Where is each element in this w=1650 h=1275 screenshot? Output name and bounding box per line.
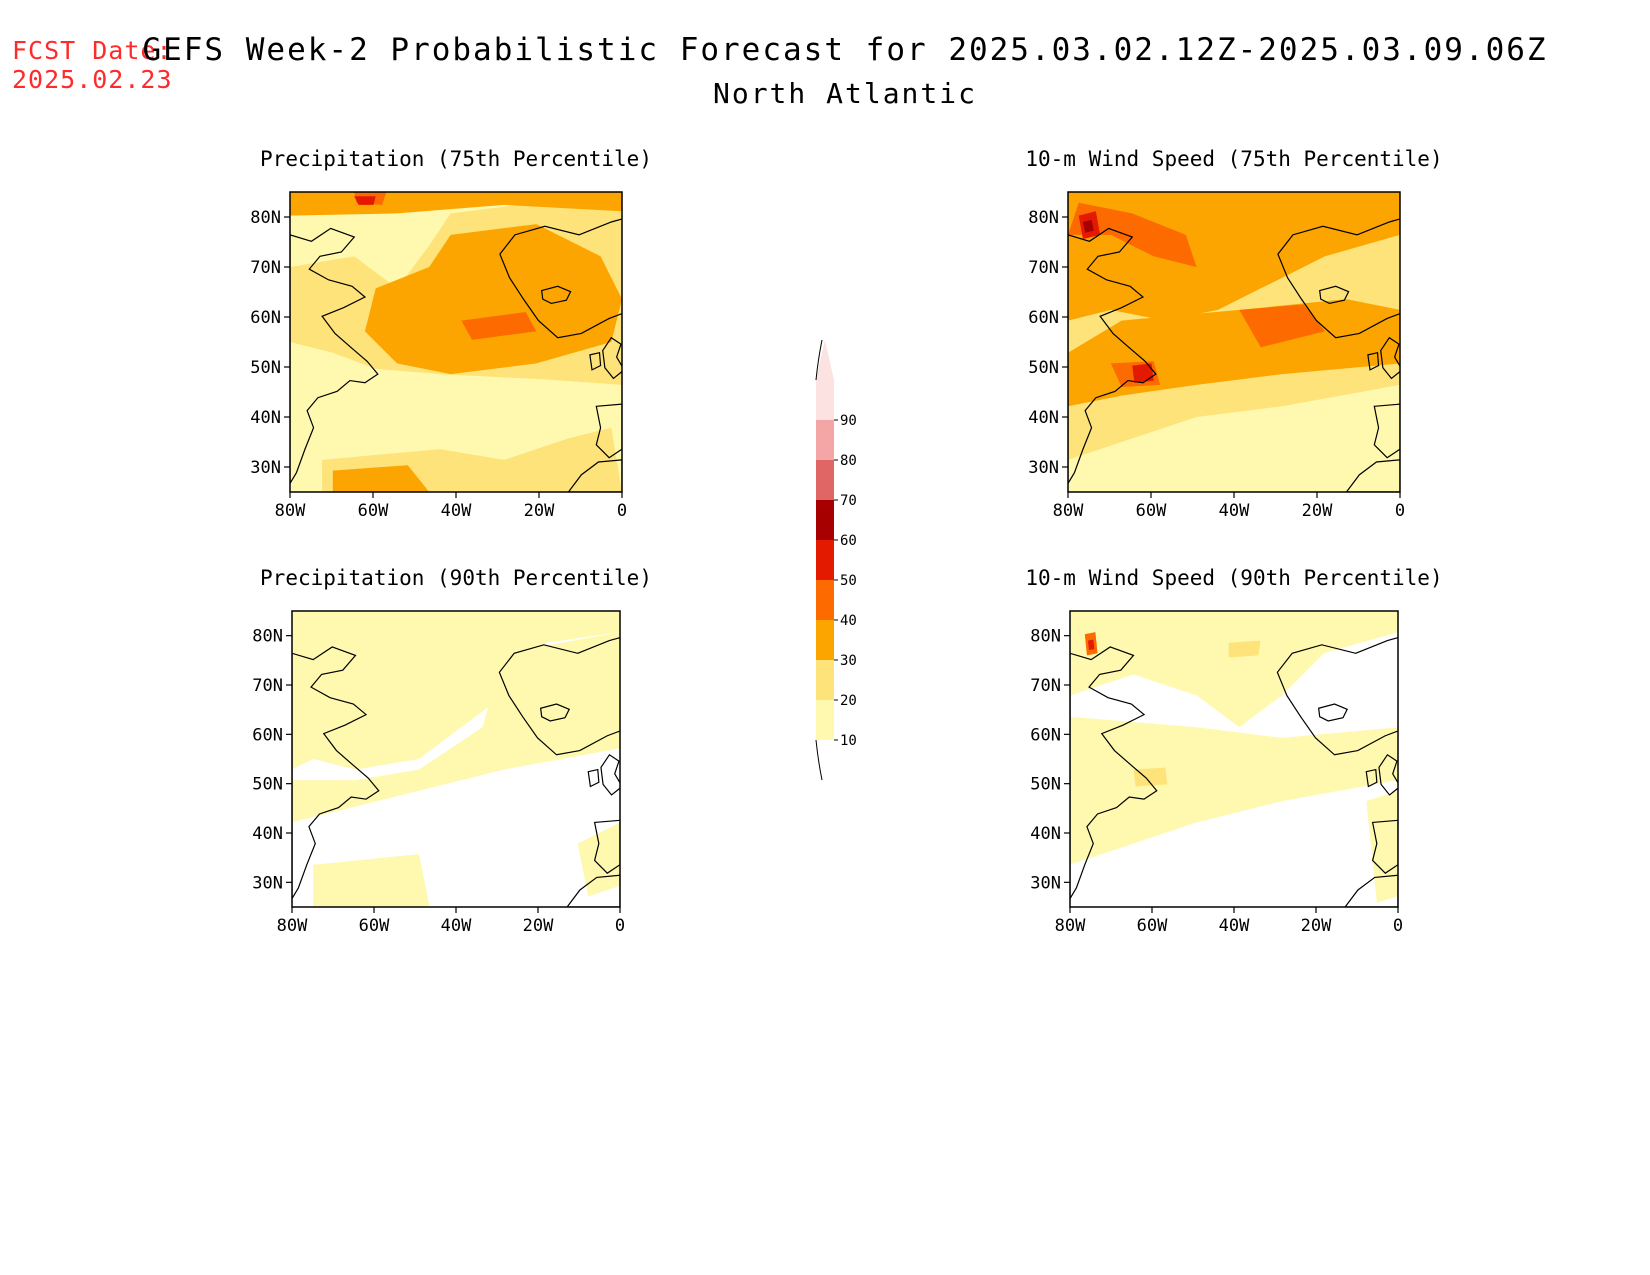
lat-tick-label: 80N: [1028, 208, 1059, 228]
lon-tick-label: 80W: [1053, 501, 1084, 521]
colorbar-label: 60: [840, 533, 857, 549]
colorbar-label: 50: [840, 573, 857, 589]
lat-tick-label: 80N: [1030, 627, 1061, 647]
colorbar-segment: [816, 540, 834, 580]
lon-tick-label: 40W: [1219, 501, 1250, 521]
lon-tick-label: 20W: [524, 501, 555, 521]
probability-shading: [290, 192, 622, 492]
lat-tick-label: 80N: [250, 208, 281, 228]
forecast-date-value: 2025.02.23: [12, 65, 173, 94]
colorbar-label: 10: [840, 733, 857, 749]
colorbar: 10 20 30 40 50 60 70 80 90: [815, 339, 857, 781]
colorbar-segment: [816, 660, 834, 700]
lat-tick-label: 60N: [252, 725, 283, 745]
lat-tick-label: 60N: [1028, 308, 1059, 328]
lat-tick-label: 70N: [1028, 258, 1059, 278]
lat-tick-label: 30N: [250, 458, 281, 478]
colorbar-segment: [816, 500, 834, 540]
lon-tick-label: 0: [1395, 501, 1405, 521]
probability-shading: [1068, 192, 1400, 492]
lat-tick-label: 40N: [1028, 408, 1059, 428]
lat-tick-label: 30N: [252, 873, 283, 893]
map-panel-precip75: Precipitation (75th Percentile) 80N 70N 60N…: [250, 147, 652, 521]
lat-tick-label: 70N: [1030, 676, 1061, 696]
lat-tick-label: 30N: [1028, 458, 1059, 478]
lon-tick-label: 60W: [1137, 916, 1168, 936]
lon-tick-label: 80W: [1055, 916, 1086, 936]
lon-tick-label: 0: [615, 916, 625, 936]
lat-tick-label: 80N: [252, 627, 283, 647]
panel-title: 10-m Wind Speed (75th Percentile): [1025, 147, 1442, 171]
lat-tick-label: 70N: [252, 676, 283, 696]
colorbar-segment: [816, 620, 834, 660]
lon-tick-label: 60W: [1136, 501, 1167, 521]
probability-shading: [292, 611, 620, 907]
lat-tick-label: 30N: [1030, 873, 1061, 893]
lat-tick-label: 50N: [250, 358, 281, 378]
panel-title: 10-m Wind Speed (90th Percentile): [1025, 566, 1442, 590]
map-panel-wind90: 10-m Wind Speed (90th Percentile) 80N 70N 6…: [1025, 566, 1442, 936]
lon-tick-label: 60W: [358, 501, 389, 521]
lon-tick-label: 0: [1393, 916, 1403, 936]
region-subtitle: North Atlantic: [712, 77, 977, 110]
colorbar-segment: [816, 420, 834, 460]
lon-tick-label: 40W: [441, 501, 472, 521]
panel-title: Precipitation (90th Percentile): [260, 566, 652, 590]
colorbar-segment: [816, 580, 834, 620]
lon-tick-label: 40W: [441, 916, 472, 936]
map-panel-precip90: Precipitation (90th Percentile) 80N 70N 60N…: [252, 566, 652, 936]
lon-tick-label: 60W: [359, 916, 390, 936]
lat-tick-label: 40N: [250, 408, 281, 428]
lat-tick-label: 60N: [1030, 725, 1061, 745]
colorbar-label: 40: [840, 613, 857, 629]
panel-title: Precipitation (75th Percentile): [260, 147, 652, 171]
lat-tick-label: 40N: [252, 824, 283, 844]
lat-tick-label: 50N: [1030, 775, 1061, 795]
map-panel-wind75: 10-m Wind Speed (75th Percentile) 80N 70N 6…: [1025, 147, 1442, 521]
lon-tick-label: 20W: [1302, 501, 1333, 521]
lon-tick-label: 20W: [523, 916, 554, 936]
colorbar-label: 80: [840, 453, 857, 469]
colorbar-segment: [816, 380, 834, 420]
lon-tick-label: 20W: [1301, 916, 1332, 936]
lon-tick-label: 80W: [275, 501, 306, 521]
colorbar-bottom-cap: [815, 739, 823, 781]
forecast-date: FCST Date: 2025.02.23: [12, 36, 173, 94]
colorbar-top-cap: [816, 340, 834, 380]
colorbar-label: 70: [840, 493, 857, 509]
colorbar-segment: [816, 460, 834, 500]
lat-tick-label: 50N: [252, 775, 283, 795]
colorbar-segment: [816, 700, 834, 740]
lat-tick-label: 70N: [250, 258, 281, 278]
lon-tick-label: 0: [617, 501, 627, 521]
lon-tick-label: 40W: [1219, 916, 1250, 936]
colorbar-label: 20: [840, 693, 857, 709]
page-title: GEFS Week-2 Probabilistic Forecast for 2…: [142, 32, 1548, 68]
lat-tick-label: 60N: [250, 308, 281, 328]
forecast-date-label: FCST Date:: [12, 36, 173, 65]
colorbar-label: 90: [840, 413, 857, 429]
probability-shading: [1070, 611, 1398, 903]
colorbar-label: 30: [840, 653, 857, 669]
lat-tick-label: 50N: [1028, 358, 1059, 378]
lat-tick-label: 40N: [1030, 824, 1061, 844]
lon-tick-label: 80W: [277, 916, 308, 936]
